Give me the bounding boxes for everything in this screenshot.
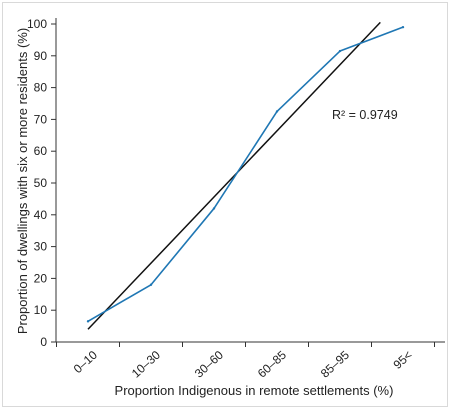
- data-point: [86, 320, 90, 323]
- x-tick-label: 85–95: [318, 348, 352, 381]
- data-point: [212, 207, 216, 210]
- trendline-group: [87, 21, 381, 330]
- x-tick-label: 95<: [391, 348, 415, 372]
- x-tick-label: 0–10: [71, 348, 100, 376]
- series-group: [86, 25, 405, 323]
- data-point: [401, 25, 405, 29]
- y-axis-title: Proportion of dwellings with six or more…: [15, 28, 30, 334]
- x-tick-label: 10–30: [129, 348, 163, 381]
- x-tick-label: 60–85: [255, 348, 289, 381]
- data-point: [338, 49, 342, 53]
- y-tick-label: 100: [27, 17, 47, 31]
- y-tick-label: 10: [34, 303, 48, 317]
- x-axis-title: Proportion Indigenous in remote settleme…: [115, 383, 394, 398]
- y-tick-label: 50: [34, 176, 48, 190]
- chart-axes: [55, 18, 445, 343]
- chart-frame: [2, 2, 448, 407]
- y-tick-label: 0: [40, 335, 47, 349]
- y-tick-label: 90: [34, 49, 48, 63]
- y-axis-ticks: 0 10 20 30 40 50 60 70 80 90 100: [27, 17, 56, 349]
- y-tick-label: 60: [34, 144, 48, 158]
- y-tick-label: 80: [34, 81, 48, 95]
- y-tick-label: 70: [34, 112, 48, 126]
- data-point: [149, 283, 153, 286]
- trendline-r2-label: R² = 0.9749: [332, 108, 398, 122]
- x-tick-label: 30–60: [192, 348, 226, 381]
- y-tick-label: 20: [34, 271, 48, 285]
- series-line: [87, 26, 404, 323]
- y-tick-label: 40: [34, 208, 48, 222]
- data-point: [275, 110, 279, 113]
- trendline: [87, 21, 381, 330]
- x-axis-ticks: 0–10 10–30 30–60 60–85 85–95 95<: [56, 342, 435, 381]
- y-tick-label: 30: [34, 240, 48, 254]
